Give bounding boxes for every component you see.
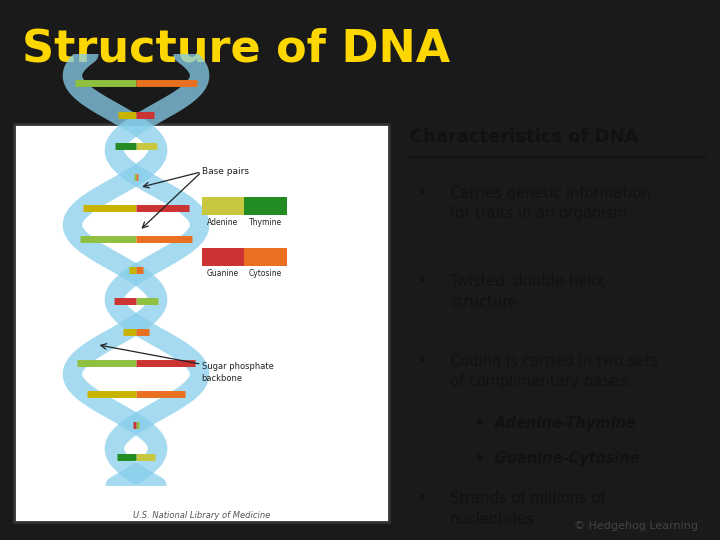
FancyBboxPatch shape bbox=[244, 197, 287, 215]
Text: •: • bbox=[418, 491, 426, 507]
Text: •  Guanine-Cytosine: • Guanine-Cytosine bbox=[475, 451, 640, 467]
FancyBboxPatch shape bbox=[244, 248, 287, 266]
Text: Structure of DNA: Structure of DNA bbox=[22, 27, 450, 70]
Text: Characteristics of DNA: Characteristics of DNA bbox=[410, 128, 639, 146]
FancyBboxPatch shape bbox=[202, 248, 244, 266]
Text: Adenine: Adenine bbox=[207, 218, 238, 227]
Text: •  Adenine-Thymine: • Adenine-Thymine bbox=[475, 416, 636, 431]
Text: •: • bbox=[418, 354, 426, 369]
Text: Sugar phosphate
backbone: Sugar phosphate backbone bbox=[202, 362, 274, 382]
Text: Carries genetic information
for traits in an organism: Carries genetic information for traits i… bbox=[450, 186, 651, 221]
Text: Cytosine: Cytosine bbox=[248, 269, 282, 278]
Text: Strands of millions of
nucleotides: Strands of millions of nucleotides bbox=[450, 491, 606, 526]
FancyBboxPatch shape bbox=[14, 124, 389, 522]
Text: U.S. National Library of Medicine: U.S. National Library of Medicine bbox=[133, 511, 270, 520]
FancyBboxPatch shape bbox=[202, 197, 244, 215]
Text: © Hedgehog Learning: © Hedgehog Learning bbox=[575, 521, 698, 531]
Text: •: • bbox=[418, 186, 426, 201]
Text: Twisted, double-helix
structure: Twisted, double-helix structure bbox=[450, 274, 604, 310]
Text: •: • bbox=[418, 274, 426, 289]
Text: Thymine: Thymine bbox=[248, 218, 282, 227]
Text: Guanine: Guanine bbox=[207, 269, 238, 278]
Text: Base pairs: Base pairs bbox=[202, 167, 248, 177]
Text: Coding is carried in two sets
of complimentary bases:: Coding is carried in two sets of complim… bbox=[450, 354, 658, 389]
